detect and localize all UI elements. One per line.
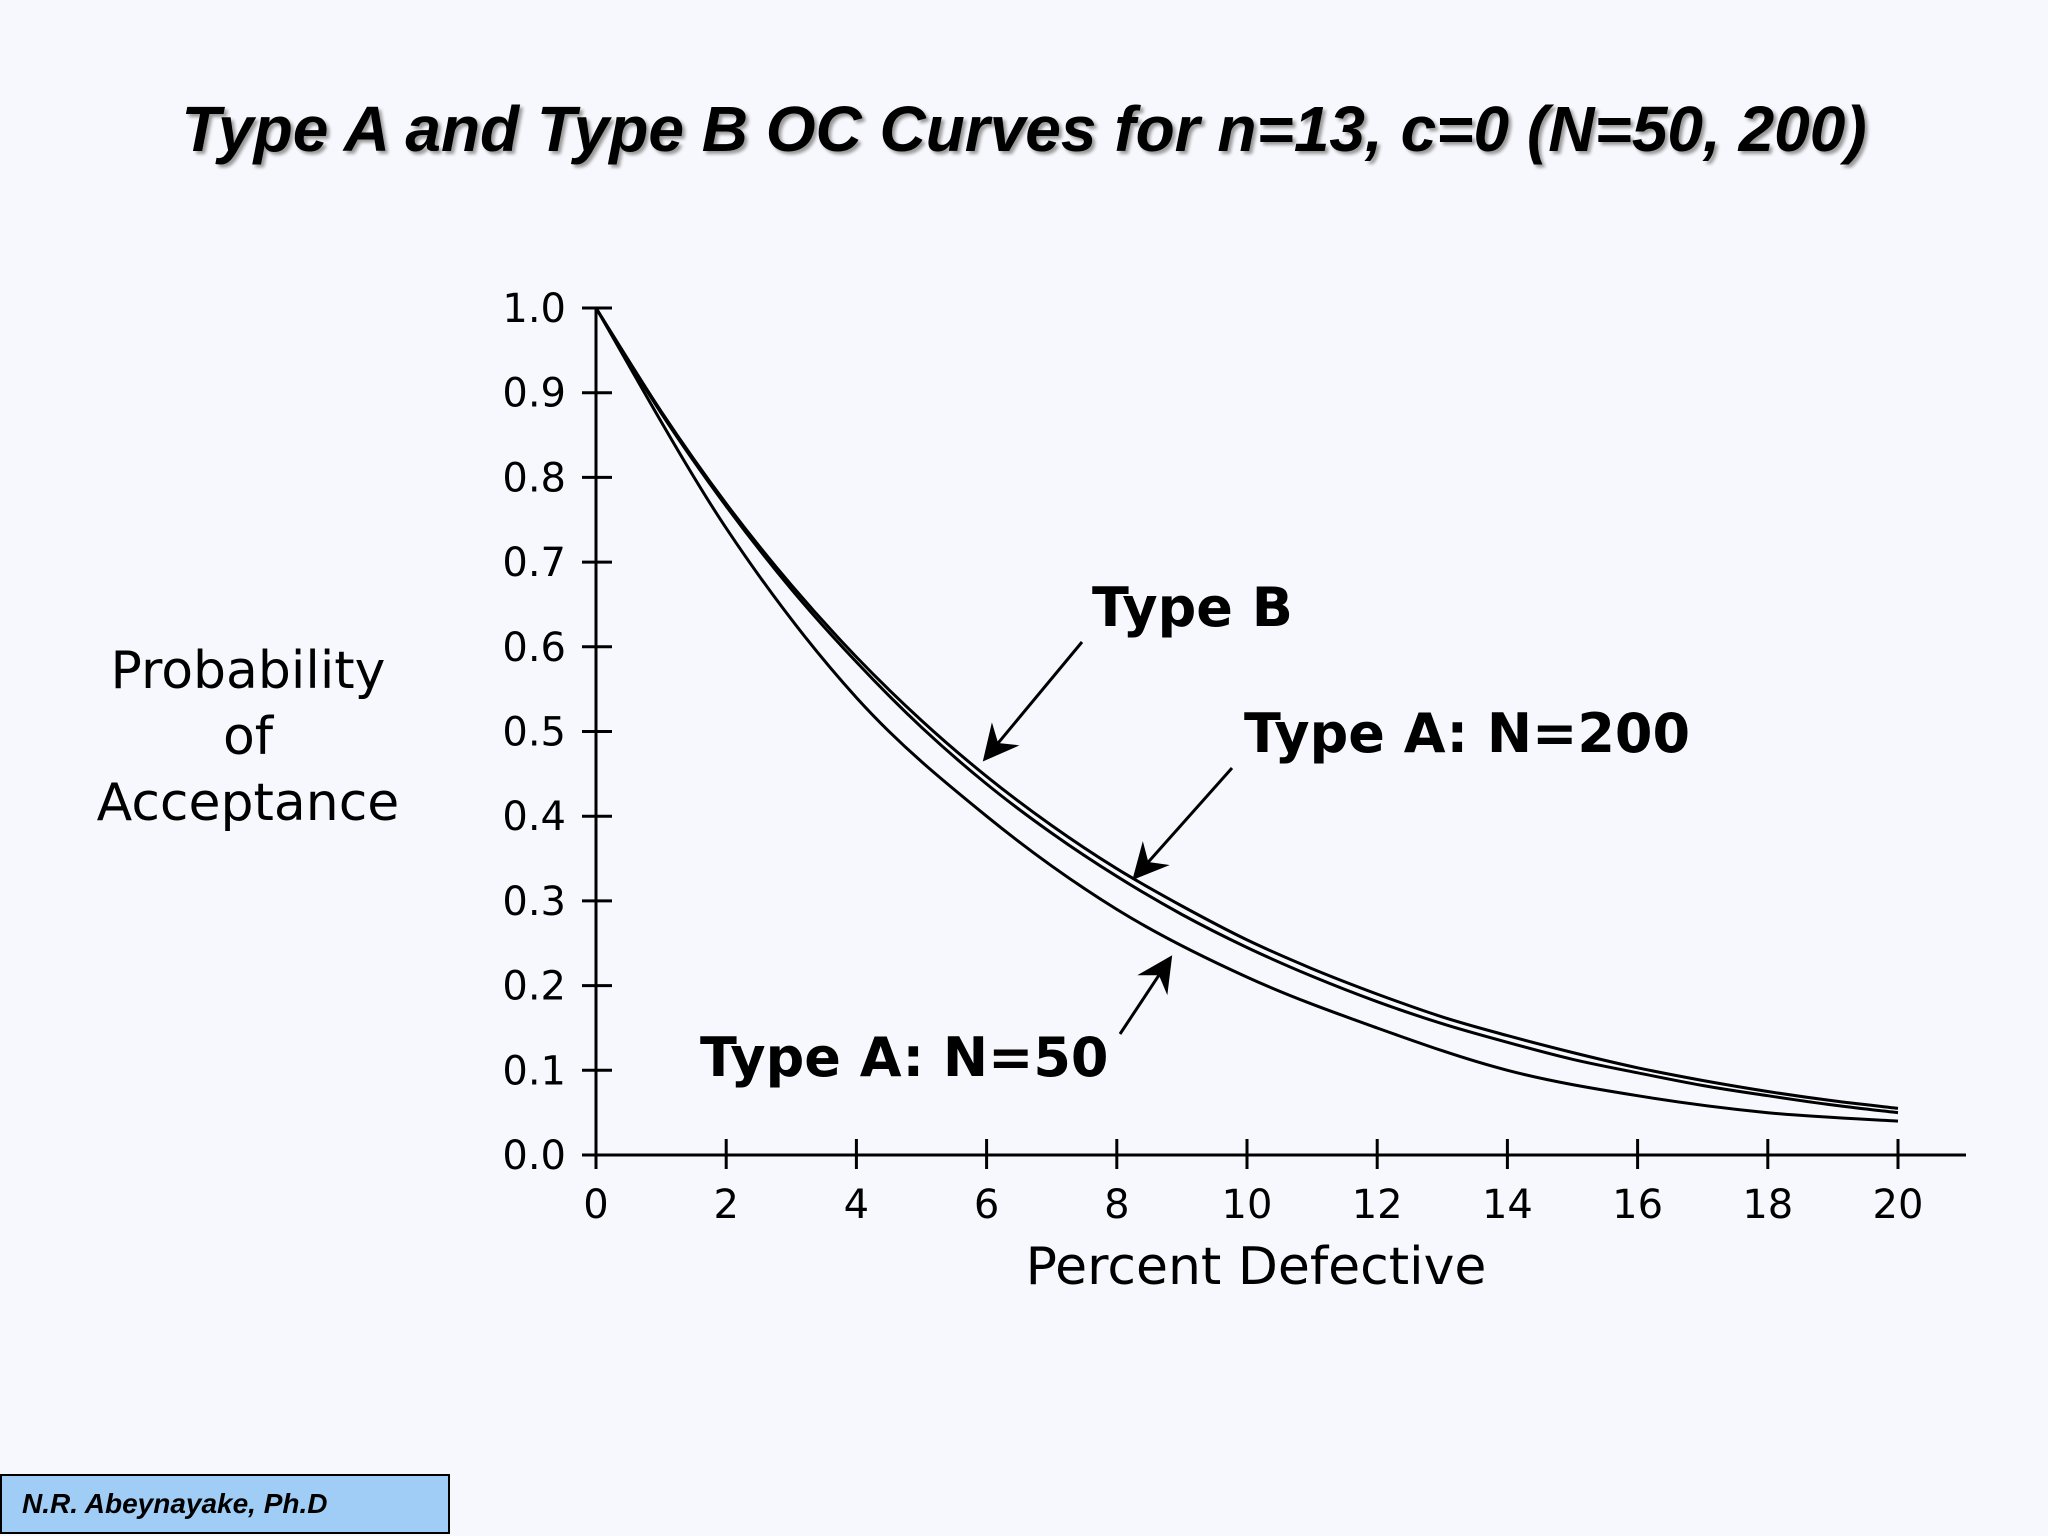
x-tick-label: 14 (1482, 1182, 1533, 1228)
annotation-arrow (1118, 955, 1173, 1035)
curve-type-a-n-200 (594, 307, 1899, 1115)
y-tick-label: 1.0 (502, 286, 566, 332)
x-axis-title: Percent Defective (1026, 1237, 1487, 1297)
y-tick-label: 0.8 (502, 455, 566, 501)
y-tick-label: 0.2 (502, 964, 566, 1010)
x-tick-label: 20 (1873, 1182, 1924, 1228)
y-tick-label: 0.5 (502, 710, 566, 756)
y-tick-label: 0.9 (502, 371, 566, 417)
y-tick-label: 0.7 (502, 540, 566, 586)
y-tick-label: 0.3 (502, 879, 566, 925)
curves (594, 307, 1899, 1123)
x-tick-label: 0 (583, 1182, 608, 1228)
y-axis-title: Probability of Acceptance (97, 641, 400, 833)
x-tick-label: 18 (1742, 1182, 1793, 1228)
author-label: N.R. Abeynayake, Ph.D (0, 1474, 450, 1534)
x-tick-label: 10 (1222, 1182, 1273, 1228)
y-tick-label: 0.6 (502, 625, 566, 671)
x-tick-label: 6 (974, 1182, 999, 1228)
curve-type-a-n-50 (594, 307, 1899, 1123)
y-axis-title-line: of (223, 707, 275, 767)
x-tick-label: 2 (713, 1182, 738, 1228)
annotation-arrow (982, 641, 1084, 762)
annotations: Type B Type A: N=200 Type A: N=50 (700, 576, 1690, 1089)
annotation-label: Type A: N=50 (700, 1026, 1108, 1089)
annotation-arrow (1132, 767, 1234, 880)
axes: 0.0 0.1 0.2 0.3 0.4 0.5 0.6 0.7 0.8 0.9 1.0 0 2 4 6 8 10… (502, 286, 1966, 1228)
x-tick-label: 16 (1612, 1182, 1663, 1228)
y-tick-label: 0.0 (502, 1133, 566, 1179)
x-tick-label: 4 (844, 1182, 869, 1228)
slide-title: Type A and Type B OC Curves for n=13, c=… (181, 93, 1867, 165)
y-axis-title-line: Acceptance (97, 773, 400, 833)
y-tick-label: 0.4 (502, 794, 566, 840)
annotation-label: Type A: N=200 (1244, 702, 1690, 765)
annotation-label: Type B (1092, 576, 1293, 639)
y-tick-label: 0.1 (502, 1048, 566, 1094)
y-axis-title-line: Probability (111, 641, 386, 701)
curve-type-b (594, 307, 1899, 1110)
x-tick-label: 8 (1104, 1182, 1129, 1228)
x-tick-label: 12 (1352, 1182, 1403, 1228)
